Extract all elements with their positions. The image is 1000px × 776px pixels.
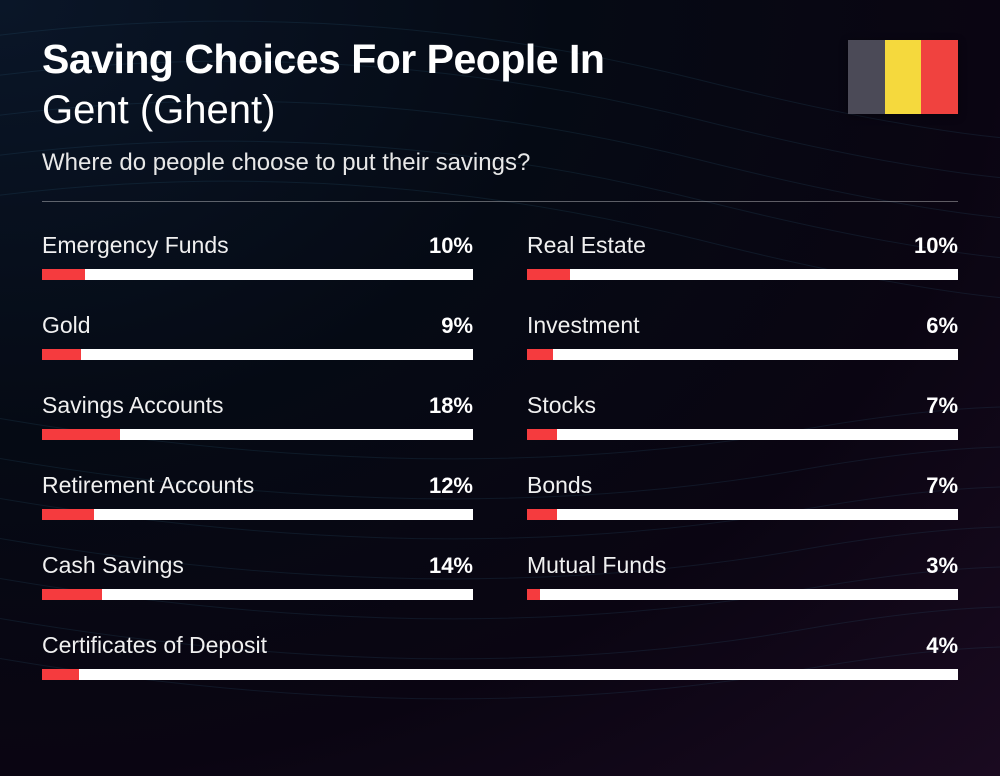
bar-value: 18% bbox=[429, 393, 473, 419]
bar-item-row: Gold 9% bbox=[42, 312, 473, 339]
bar-track bbox=[527, 269, 958, 280]
bar-fill bbox=[42, 269, 85, 280]
bar-track bbox=[527, 509, 958, 520]
title-line1: Saving Choices For People In bbox=[42, 36, 848, 83]
flag-stripe-3 bbox=[921, 40, 958, 114]
bars-grid: Emergency Funds 10% Real Estate 10% Gold 9% In… bbox=[42, 232, 958, 680]
bar-fill bbox=[42, 669, 79, 680]
bar-item: Real Estate 10% bbox=[527, 232, 958, 280]
infographic-container: Saving Choices For People In Gent (Ghent… bbox=[0, 0, 1000, 776]
bar-label: Emergency Funds bbox=[42, 232, 229, 259]
bar-item-row: Mutual Funds 3% bbox=[527, 552, 958, 579]
header: Saving Choices For People In Gent (Ghent… bbox=[42, 36, 958, 177]
bar-track bbox=[42, 589, 473, 600]
bar-fill bbox=[527, 509, 557, 520]
subtitle: Where do people choose to put their savi… bbox=[42, 149, 848, 177]
bar-item: Investment 6% bbox=[527, 312, 958, 360]
bar-track bbox=[42, 509, 473, 520]
bar-item-row: Real Estate 10% bbox=[527, 232, 958, 259]
bar-fill bbox=[42, 429, 120, 440]
bar-fill bbox=[42, 509, 94, 520]
bar-fill bbox=[527, 429, 557, 440]
bar-track bbox=[42, 349, 473, 360]
bar-value: 6% bbox=[926, 313, 958, 339]
bar-item: Certificates of Deposit 4% bbox=[42, 632, 958, 680]
bar-item-row: Savings Accounts 18% bbox=[42, 392, 473, 419]
bar-fill bbox=[527, 589, 540, 600]
bar-fill bbox=[42, 589, 102, 600]
bar-track bbox=[42, 429, 473, 440]
title-line2: Gent (Ghent) bbox=[42, 85, 848, 135]
bar-value: 7% bbox=[926, 393, 958, 419]
bar-item-row: Retirement Accounts 12% bbox=[42, 472, 473, 499]
title-block: Saving Choices For People In Gent (Ghent… bbox=[42, 36, 848, 177]
bar-label: Real Estate bbox=[527, 232, 646, 259]
bar-item-row: Investment 6% bbox=[527, 312, 958, 339]
bar-item: Emergency Funds 10% bbox=[42, 232, 473, 280]
divider bbox=[42, 201, 958, 202]
bar-label: Investment bbox=[527, 312, 640, 339]
bar-label: Stocks bbox=[527, 392, 596, 419]
bar-value: 10% bbox=[914, 233, 958, 259]
bar-track bbox=[527, 589, 958, 600]
bar-item-row: Certificates of Deposit 4% bbox=[42, 632, 958, 659]
bar-item: Cash Savings 14% bbox=[42, 552, 473, 600]
bar-value: 10% bbox=[429, 233, 473, 259]
bar-fill bbox=[527, 269, 570, 280]
bar-item-row: Bonds 7% bbox=[527, 472, 958, 499]
bar-label: Retirement Accounts bbox=[42, 472, 254, 499]
bar-track bbox=[42, 669, 958, 680]
bar-fill bbox=[527, 349, 553, 360]
bar-track bbox=[527, 349, 958, 360]
bar-label: Gold bbox=[42, 312, 91, 339]
bar-item: Retirement Accounts 12% bbox=[42, 472, 473, 520]
bar-item: Gold 9% bbox=[42, 312, 473, 360]
bar-label: Cash Savings bbox=[42, 552, 184, 579]
flag-icon bbox=[848, 40, 958, 114]
bar-value: 7% bbox=[926, 473, 958, 499]
bar-value: 3% bbox=[926, 553, 958, 579]
bar-fill bbox=[42, 349, 81, 360]
bar-label: Mutual Funds bbox=[527, 552, 666, 579]
bar-label: Bonds bbox=[527, 472, 592, 499]
bar-item-row: Cash Savings 14% bbox=[42, 552, 473, 579]
bar-track bbox=[527, 429, 958, 440]
bar-value: 4% bbox=[926, 633, 958, 659]
bar-item: Savings Accounts 18% bbox=[42, 392, 473, 440]
bar-item: Mutual Funds 3% bbox=[527, 552, 958, 600]
bar-item-row: Emergency Funds 10% bbox=[42, 232, 473, 259]
bar-item-row: Stocks 7% bbox=[527, 392, 958, 419]
bar-item: Bonds 7% bbox=[527, 472, 958, 520]
bar-label: Savings Accounts bbox=[42, 392, 224, 419]
flag-stripe-2 bbox=[885, 40, 922, 114]
bar-value: 9% bbox=[441, 313, 473, 339]
bar-track bbox=[42, 269, 473, 280]
bar-value: 14% bbox=[429, 553, 473, 579]
bar-value: 12% bbox=[429, 473, 473, 499]
bar-label: Certificates of Deposit bbox=[42, 632, 267, 659]
bar-item: Stocks 7% bbox=[527, 392, 958, 440]
flag-stripe-1 bbox=[848, 40, 885, 114]
